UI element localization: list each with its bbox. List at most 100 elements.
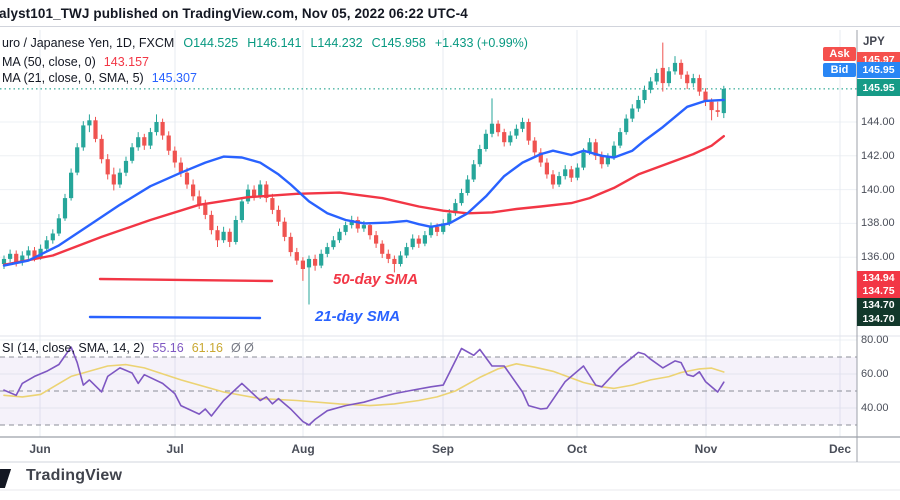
candle-up	[398, 255, 403, 264]
ask-flag-button[interactable]: Ask	[823, 46, 856, 61]
candle-up	[459, 193, 464, 204]
candle-up	[81, 125, 86, 148]
candle-down	[550, 174, 556, 185]
candle-up	[453, 203, 458, 214]
ma21-label: MA (21, close, 0, SMA, 5)	[2, 71, 144, 85]
candle-up	[666, 71, 671, 84]
candle-up	[563, 169, 568, 177]
candlestick-series[interactable]	[1, 42, 726, 305]
price-tick-label: 144.00	[861, 116, 895, 128]
tradingview-brand: TradingView	[26, 467, 123, 484]
candle-up	[642, 89, 647, 100]
candle-up	[319, 253, 324, 266]
candle-down	[374, 235, 379, 244]
candle-up	[508, 135, 513, 143]
candle-up	[672, 62, 678, 72]
sma50-annotation-label: 50-day SMA	[333, 271, 419, 288]
candle-down	[392, 258, 397, 264]
rsi-tick-label: 60.00	[861, 368, 889, 380]
candle-up	[483, 133, 488, 149]
rsi-line[interactable]	[3, 346, 725, 426]
sma50-annotation-line[interactable]	[98, 277, 274, 283]
rsi-tick-label: 40.00	[861, 402, 889, 414]
level-badge: 134.70	[857, 312, 900, 326]
candle-down	[386, 253, 391, 259]
candle-down	[703, 91, 708, 102]
candle-up	[471, 164, 476, 180]
candle-down	[14, 253, 19, 263]
candle-up	[441, 223, 446, 232]
candle-up	[691, 78, 696, 84]
candle-up	[337, 231, 342, 241]
candle-up	[8, 253, 13, 259]
currency-label: JPY	[863, 36, 885, 48]
candle-down	[300, 260, 305, 269]
price-tick-label: 142.00	[861, 149, 895, 162]
month-label: Oct	[566, 442, 588, 456]
candle-up	[630, 108, 635, 119]
candle-down	[526, 122, 531, 141]
sma50-line[interactable]	[2, 135, 725, 266]
bid-flag-button[interactable]: Bid	[823, 62, 856, 77]
level-badge: 134.94	[857, 271, 900, 285]
candle-down	[142, 137, 147, 146]
candle-down	[227, 231, 232, 242]
candle-up	[69, 172, 74, 199]
candle-down	[184, 172, 190, 185]
candle-down	[203, 204, 208, 215]
symbol-title: uro / Japanese Yen, 1D, FXCM	[2, 36, 175, 50]
candle-down	[264, 184, 269, 198]
candle-down	[502, 132, 507, 143]
rsi-ma-line[interactable]	[3, 363, 725, 407]
candle-up	[75, 147, 80, 173]
rsi-empty-values: Ø Ø	[230, 341, 254, 355]
candle-down	[93, 120, 98, 139]
candle-down	[215, 230, 220, 241]
candle-up	[428, 226, 434, 236]
price-tick-label: 140.00	[861, 183, 895, 196]
ma50-value: 143.157	[103, 55, 149, 69]
candle-down	[111, 174, 116, 185]
candle-down	[593, 142, 598, 156]
candle-up	[62, 198, 68, 219]
ma50-legend-row[interactable]: MA (50, close, 0) 143.157	[2, 55, 149, 69]
ma21-legend-row[interactable]: MA (21, close, 0, SMA, 5) 145.307	[2, 71, 197, 85]
candle-up	[20, 255, 25, 263]
ohlc-high: H146.141	[247, 36, 302, 50]
candle-up	[306, 258, 312, 268]
ohlc-low: L144.232	[310, 36, 363, 50]
candle-up	[648, 81, 653, 90]
symbol-legend-row[interactable]: uro / Japanese Yen, 1D, FXCM O144.525 H146…	[2, 36, 528, 50]
candle-down	[32, 250, 37, 258]
candle-down	[252, 189, 257, 197]
rsi-legend-row[interactable]: SI (14, close, SMA, 14, 2) 55.16 61.16 Ø Ø	[2, 341, 254, 355]
candle-down	[99, 138, 104, 160]
candle-down	[270, 198, 275, 210]
candle-up	[123, 160, 129, 173]
candle-up	[618, 132, 623, 146]
bid-price-badge: 145.95	[857, 62, 900, 78]
rsi-ma-value: 61.16	[191, 341, 223, 355]
candle-up	[56, 218, 61, 234]
sma21-line[interactable]	[2, 98, 725, 267]
sma21-annotation-label: 21-day SMA	[315, 308, 401, 325]
header-separator	[0, 26, 900, 27]
sma21-annotation-line[interactable]	[88, 315, 262, 320]
candle-down	[172, 150, 177, 163]
candle-up	[50, 233, 55, 241]
candle-up	[624, 118, 629, 133]
month-label: Aug	[291, 442, 315, 456]
candle-up	[233, 220, 238, 242]
month-label: Jul	[166, 442, 184, 456]
candle-down	[209, 214, 214, 231]
candle-down	[105, 159, 110, 175]
level-badge: 134.70	[857, 298, 900, 312]
candle-down	[282, 221, 287, 237]
month-label: Sep	[431, 442, 455, 456]
candle-down	[197, 196, 202, 205]
candle-down	[715, 110, 720, 112]
candle-up	[587, 142, 592, 153]
candle-up	[325, 247, 330, 254]
